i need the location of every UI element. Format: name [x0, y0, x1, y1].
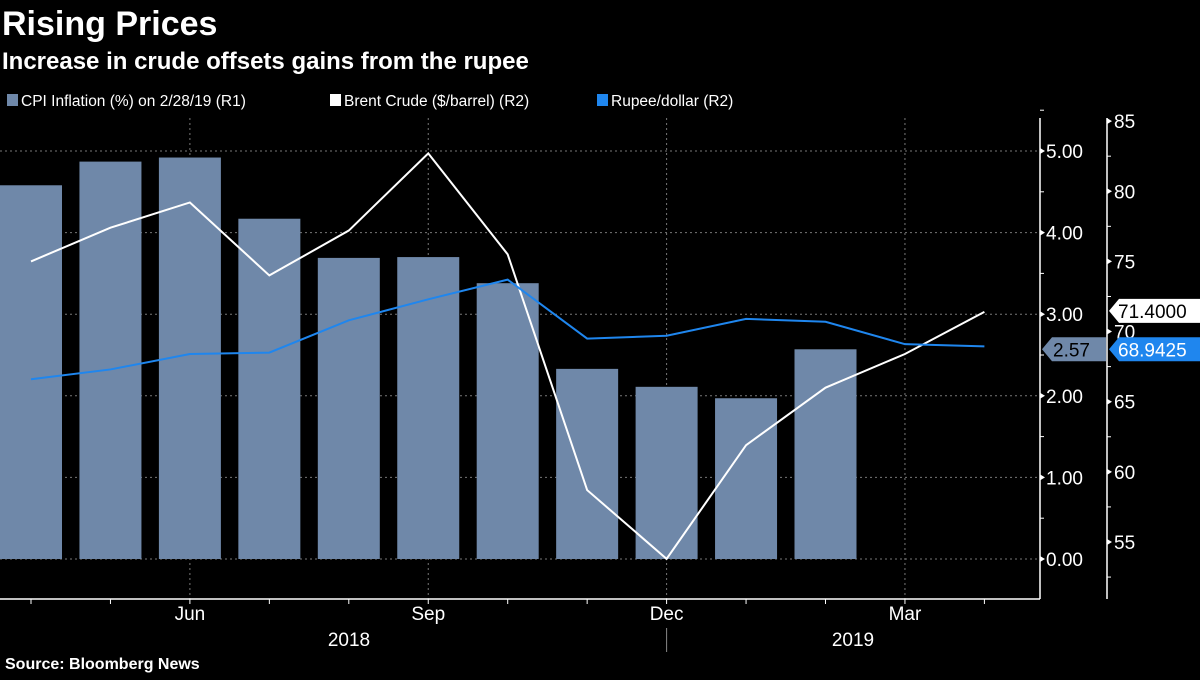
- x-tick-label: Sep: [411, 604, 445, 625]
- legend-swatch-rupee: [597, 94, 608, 106]
- left-axis-label: 2.00: [1046, 387, 1083, 408]
- x-tick-label: Jun: [175, 604, 206, 625]
- legend-label-rupee: Rupee/dollar (R2): [611, 93, 733, 110]
- bar-cpi: [397, 257, 459, 559]
- left-axis-tick: [1040, 393, 1045, 399]
- year-label: 2019: [832, 630, 874, 651]
- bar-cpi: [477, 283, 539, 559]
- left-axis-label: 4.00: [1046, 224, 1083, 245]
- left-axis-label: 0.00: [1046, 550, 1083, 571]
- right-axis-label: 65: [1114, 393, 1135, 414]
- right-axis-label: 75: [1114, 252, 1135, 273]
- bar-cpi: [556, 369, 618, 559]
- source-note: Source: Bloomberg News: [5, 656, 200, 673]
- bar-cpi: [238, 219, 300, 559]
- bar-cpi: [636, 387, 698, 559]
- left-axis-label: 5.00: [1046, 142, 1083, 163]
- cpi-last-value: 2.57: [1053, 340, 1090, 361]
- chart-subtitle: Increase in crude offsets gains from the…: [2, 48, 529, 75]
- left-axis-tick: [1040, 556, 1045, 562]
- right-axis-label: 80: [1114, 182, 1135, 203]
- chart-title: Rising Prices: [2, 5, 217, 43]
- bar-cpi: [0, 185, 62, 559]
- bar-cpi: [715, 398, 777, 559]
- legend: CPI Inflation (%) on 2/28/19 (R1) Brent …: [7, 93, 733, 110]
- right-axis-tick: [1107, 188, 1112, 194]
- cpi-bars: [0, 158, 857, 559]
- right-axis-label: 55: [1114, 533, 1135, 554]
- legend-label-cpi: CPI Inflation (%) on 2/28/19 (R1): [21, 93, 246, 110]
- right-axis-tick: [1107, 539, 1112, 545]
- legend-swatch-brent: [330, 94, 341, 106]
- right-axis-tick: [1107, 469, 1112, 475]
- right-axis-label: 85: [1114, 112, 1135, 133]
- right-axis-tick: [1107, 329, 1112, 335]
- left-axis-tick: [1040, 474, 1045, 480]
- legend-swatch-cpi: [7, 94, 18, 106]
- right-axis-tick: [1107, 399, 1112, 405]
- x-tick-label: Mar: [889, 604, 922, 625]
- left-axis-tick: [1040, 311, 1045, 317]
- bar-cpi: [318, 258, 380, 559]
- year-label: 2018: [328, 630, 370, 651]
- right-axis-tick: [1107, 118, 1112, 124]
- rupee-last-value: 68.9425: [1118, 340, 1187, 361]
- left-axis-label: 3.00: [1046, 305, 1083, 326]
- right-axis-label: 60: [1114, 463, 1135, 484]
- left-axis-tick: [1040, 148, 1045, 154]
- x-tick-label: Dec: [650, 604, 684, 625]
- legend-label-brent: Brent Crude ($/barrel) (R2): [344, 93, 529, 110]
- left-axis-tick: [1040, 230, 1045, 236]
- brent-last-value: 71.4000: [1118, 302, 1187, 323]
- bar-cpi: [795, 349, 857, 559]
- right-axis-tick: [1107, 258, 1112, 264]
- left-axis-label: 1.00: [1046, 468, 1083, 489]
